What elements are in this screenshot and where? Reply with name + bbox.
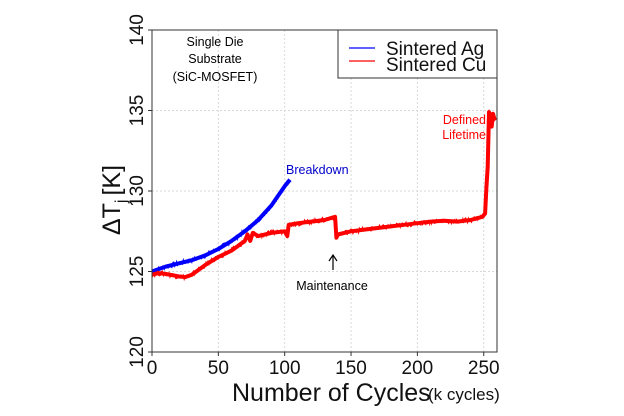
x-tick-label: 50 bbox=[208, 358, 229, 379]
x-axis: 0 50 100 150 200 250 bbox=[147, 352, 500, 379]
x-tick-label: 100 bbox=[269, 358, 301, 379]
y-tick-label: 120 bbox=[127, 336, 148, 368]
x-tick-label: 0 bbox=[147, 358, 158, 379]
y-axis: 120 125 130 135 140 bbox=[127, 14, 152, 368]
y-tick-label: 125 bbox=[127, 256, 148, 288]
x-axis-label: Number of Cycles bbox=[232, 379, 431, 407]
series-noise-sintered-cu bbox=[151, 109, 496, 282]
y-tick-label: 140 bbox=[127, 14, 148, 46]
legend-label-ag: Sintered Ag bbox=[386, 39, 484, 60]
x-axis-unit: (k cycles) bbox=[428, 385, 500, 404]
annotation-maintenance: Maintenance bbox=[296, 279, 368, 293]
x-tick-label: 150 bbox=[335, 358, 367, 379]
annotation-substrate: Substrate bbox=[188, 52, 242, 66]
legend-label-cu: Sintered Cu bbox=[386, 55, 486, 76]
x-tick-label: 250 bbox=[468, 358, 500, 379]
legend-box bbox=[337, 29, 498, 79]
svg-text:ΔTj[K]: ΔTj [K] bbox=[98, 165, 130, 235]
annotation-breakdown: Breakdown bbox=[286, 163, 349, 177]
annotation-lifetime: Lifetime bbox=[442, 128, 486, 142]
y-tick-label: 130 bbox=[127, 175, 148, 207]
x-tick-label: 200 bbox=[402, 358, 434, 379]
maintenance-arrow-icon bbox=[328, 253, 338, 270]
series-layer bbox=[151, 109, 498, 282]
y-tick-label: 135 bbox=[127, 95, 148, 127]
y-axis-label-sub: j bbox=[113, 200, 130, 205]
grid bbox=[152, 30, 497, 352]
legend: Sintered Ag Sintered Cu bbox=[337, 29, 498, 79]
annotation-defined: Defined bbox=[443, 113, 486, 127]
annotation-sic-mosfet: (SiC-MOSFET) bbox=[173, 70, 258, 84]
y-axis-label-delta: ΔT bbox=[98, 203, 126, 235]
y-axis-label-unit: [K] bbox=[98, 165, 126, 196]
y-axis-label: ΔTj [K] bbox=[98, 165, 130, 235]
annotation-single-die: Single Die bbox=[187, 35, 244, 49]
series-noise-sintered-ag bbox=[151, 179, 290, 274]
